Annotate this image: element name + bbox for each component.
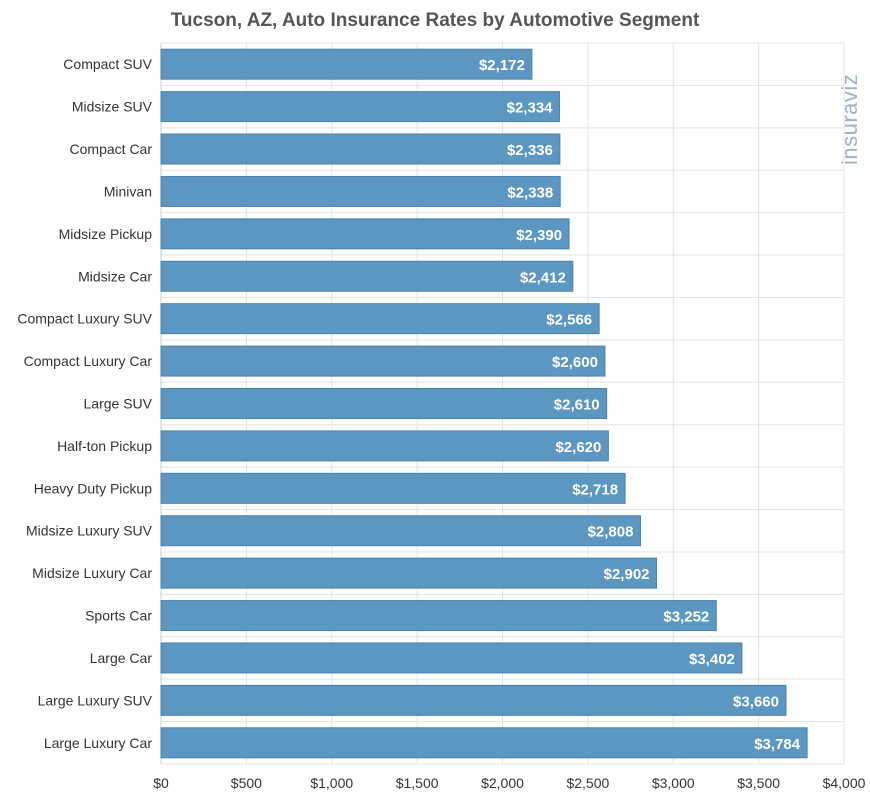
x-tick-label: $1,000 <box>310 775 353 791</box>
x-tick-label: $2,500 <box>566 775 609 791</box>
value-label: $2,718 <box>572 481 618 498</box>
bar <box>160 600 717 632</box>
category-label: Sports Car <box>85 608 152 624</box>
chart-title: Tucson, AZ, Auto Insurance Rates by Auto… <box>170 10 700 31</box>
watermark-logo: insuraviz <box>838 74 862 165</box>
bar <box>160 557 658 589</box>
value-label: $2,334 <box>507 100 554 117</box>
bar <box>160 515 641 547</box>
x-tick-label: $0 <box>153 775 169 791</box>
value-label: $2,600 <box>552 354 598 371</box>
category-label: Large Luxury Car <box>44 735 153 751</box>
value-label: $2,390 <box>516 227 562 244</box>
value-label: $2,610 <box>554 397 600 414</box>
x-tick-label: $2,000 <box>481 775 524 791</box>
bar <box>160 684 787 716</box>
value-label: $3,784 <box>754 736 801 753</box>
value-label: $2,336 <box>507 142 553 159</box>
category-label: Compact Luxury SUV <box>17 311 152 327</box>
category-label: Minivan <box>104 183 152 199</box>
watermark-text: insuraviz <box>838 74 862 165</box>
category-label: Midsize Luxury SUV <box>26 523 153 539</box>
bar <box>160 388 608 419</box>
x-tick-label: $500 <box>231 775 262 791</box>
bar <box>160 133 561 165</box>
bar <box>160 430 609 462</box>
category-label: Compact Car <box>70 141 153 157</box>
value-label: $2,808 <box>588 524 634 541</box>
bar <box>160 91 561 123</box>
x-tick-label: $3,500 <box>737 775 780 791</box>
value-label: $2,338 <box>507 184 553 201</box>
bar <box>160 345 606 377</box>
bar <box>160 472 626 504</box>
value-label: $2,412 <box>520 269 566 286</box>
category-label: Midsize Luxury Car <box>32 565 152 581</box>
bar <box>160 48 533 80</box>
bar <box>160 218 570 250</box>
category-label: Large SUV <box>84 396 153 412</box>
bar <box>160 175 561 207</box>
category-label: Half-ton Pickup <box>57 438 152 454</box>
bar <box>160 727 808 759</box>
value-label: $2,620 <box>555 439 601 456</box>
value-label: $3,252 <box>663 609 709 626</box>
category-label: Midsize Pickup <box>59 226 153 242</box>
category-label: Midsize Car <box>78 268 152 284</box>
category-label: Large Car <box>90 650 153 666</box>
value-label: $2,902 <box>604 566 650 583</box>
value-label: $2,172 <box>479 57 525 74</box>
value-label: $3,660 <box>733 693 779 710</box>
x-tick-label: $4,000 <box>823 775 866 791</box>
category-label: Midsize SUV <box>72 99 153 115</box>
bar <box>160 642 743 674</box>
category-label: Compact SUV <box>63 56 152 72</box>
category-label: Large Luxury SUV <box>38 692 153 708</box>
category-label: Compact Luxury Car <box>24 353 153 369</box>
bar <box>160 260 574 292</box>
x-tick-label: $3,000 <box>652 775 695 791</box>
bar <box>160 303 600 335</box>
value-label: $2,566 <box>546 312 592 329</box>
value-label: $3,402 <box>689 651 735 668</box>
x-tick-label: $1,500 <box>396 775 439 791</box>
category-label: Heavy Duty Pickup <box>34 480 152 496</box>
